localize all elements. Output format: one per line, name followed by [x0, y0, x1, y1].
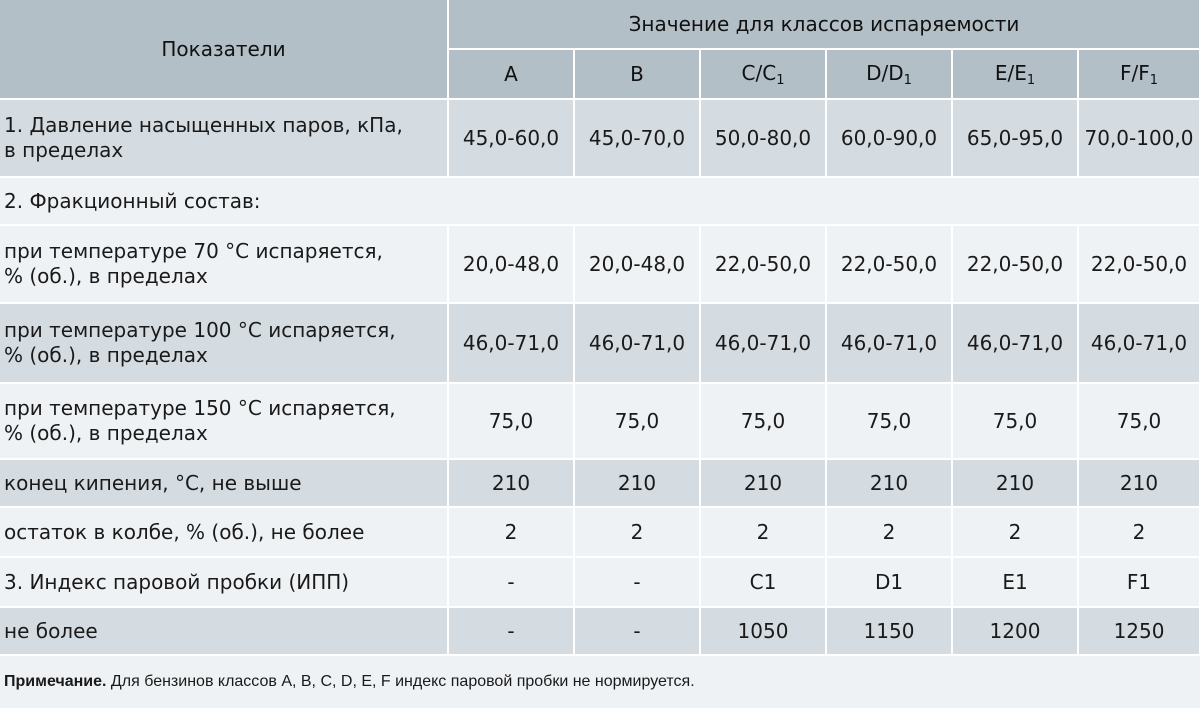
table-cell: 210 [952, 459, 1079, 508]
table-cell: 210 [448, 459, 575, 508]
table-row: 3. Индекс паровой пробки (ИПП) - - C1 D1… [0, 557, 1200, 608]
row-label: 1. Давление насыщенных паров, кПа, в пред… [0, 99, 449, 178]
table-cell: 1150 [826, 607, 953, 656]
table-cell: 75,0 [574, 383, 701, 460]
table-cell: - [574, 607, 701, 656]
table-cell: 22,0-50,0 [700, 225, 827, 304]
table-cell: C1 [700, 557, 827, 608]
table-cell: 46,0-71,0 [448, 303, 575, 384]
table-cell: 22,0-50,0 [1078, 225, 1200, 304]
table-cell: 45,0-70,0 [574, 99, 701, 178]
table-cell: 2 [952, 507, 1079, 558]
table-cell: 1250 [1078, 607, 1200, 656]
table-cell: - [574, 557, 701, 608]
table-cell: E1 [952, 557, 1079, 608]
table-cell: 46,0-71,0 [952, 303, 1079, 384]
table-cell: 70,0-100,0 [1078, 99, 1200, 178]
row-label: при температуре 100 °С испаряется,% (об.… [0, 303, 449, 384]
table-cell: 75,0 [826, 383, 953, 460]
table-cell: 75,0 [952, 383, 1079, 460]
header-class-a: A [448, 49, 575, 100]
row-label: остаток в колбе, % (об.), не более [0, 507, 449, 558]
header-class-c: C/C1 [700, 49, 827, 100]
table-cell: F1 [1078, 557, 1200, 608]
evaporation-class-table: Показатели Значение для классов испаряем… [0, 0, 1200, 656]
table-cell: - [448, 607, 575, 656]
footnote-prefix: Примечание. [4, 673, 107, 690]
table-row: при температуре 70 °С испаряется,% (об.)… [0, 225, 1200, 304]
table-row: остаток в колбе, % (об.), не более 2 2 2… [0, 507, 1200, 558]
header-group-title: Значение для классов испаряемости [448, 0, 1200, 50]
table-row: 2. Фракционный состав: [0, 177, 1200, 226]
table-cell: 75,0 [1078, 383, 1200, 460]
row-label: при температуре 150 °С испаряется,% (об.… [0, 383, 449, 460]
table-footnote: Примечание. Для бензинов классов А, В, С… [0, 656, 1200, 708]
table-cell: 2 [826, 507, 953, 558]
table-cell: 2 [448, 507, 575, 558]
table-cell: 1050 [700, 607, 827, 656]
header-class-b: B [574, 49, 701, 100]
table-cell: 46,0-71,0 [700, 303, 827, 384]
row-label: конец кипения, °С, не выше [0, 459, 449, 508]
table-cell: 2 [574, 507, 701, 558]
table-cell: 20,0-48,0 [448, 225, 575, 304]
table-cell: 2 [1078, 507, 1200, 558]
table-row: не более - - 1050 1150 1200 1250 [0, 607, 1200, 656]
table-row: 1. Давление насыщенных паров, кПа, в пред… [0, 99, 1200, 178]
header-indicators: Показатели [0, 0, 449, 100]
table-cell: 46,0-71,0 [1078, 303, 1200, 384]
table-row: при температуре 100 °С испаряется,% (об.… [0, 303, 1200, 384]
table-cell: 65,0-95,0 [952, 99, 1079, 178]
header-class-f: F/F1 [1078, 49, 1200, 100]
row-label: не более [0, 607, 449, 656]
table-cell: D1 [826, 557, 953, 608]
table-cell: 46,0-71,0 [826, 303, 953, 384]
table-cell: 1200 [952, 607, 1079, 656]
table-row: конец кипения, °С, не выше 210 210 210 2… [0, 459, 1200, 508]
table-cell: 60,0-90,0 [826, 99, 953, 178]
header-class-e: E/E1 [952, 49, 1079, 100]
table-cell: 45,0-60,0 [448, 99, 575, 178]
table-cell: 210 [574, 459, 701, 508]
table-cell: 210 [700, 459, 827, 508]
section-label: 2. Фракционный состав: [0, 177, 1200, 226]
table-row: при температуре 150 °С испаряется,% (об.… [0, 383, 1200, 460]
table-cell: 210 [1078, 459, 1200, 508]
table-cell: 210 [826, 459, 953, 508]
table-cell: 2 [700, 507, 827, 558]
table-cell: - [448, 557, 575, 608]
table-cell: 75,0 [700, 383, 827, 460]
table-cell: 50,0-80,0 [700, 99, 827, 178]
table-cell: 46,0-71,0 [574, 303, 701, 384]
table-cell: 20,0-48,0 [574, 225, 701, 304]
table-cell: 22,0-50,0 [826, 225, 953, 304]
table-cell: 75,0 [448, 383, 575, 460]
row-label: при температуре 70 °С испаряется,% (об.)… [0, 225, 449, 304]
table-cell: 22,0-50,0 [952, 225, 1079, 304]
row-label: 3. Индекс паровой пробки (ИПП) [0, 557, 449, 608]
footnote-text: Для бензинов классов А, В, С, D, Е, F ин… [106, 673, 695, 690]
header-class-d: D/D1 [826, 49, 953, 100]
